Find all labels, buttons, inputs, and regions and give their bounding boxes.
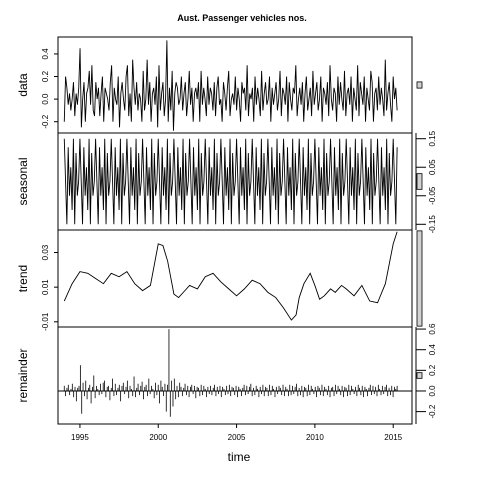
seasonal-y-label: seasonal	[16, 157, 30, 205]
trend-scale-bar	[416, 230, 423, 327]
seasonal-panel: -0.15 -0.05 0.05 0.15 seasonal	[16, 130, 437, 233]
seasonal-series-line	[63, 138, 398, 225]
x-tick-label: 2015	[384, 433, 402, 442]
x-axis: 1995 2000 2005 2010 2015	[71, 424, 403, 442]
remainder-frame	[57, 326, 413, 425]
data-y-label: data	[16, 73, 30, 97]
trend-y-label: trend	[16, 265, 30, 292]
trend-frame	[57, 229, 413, 328]
remainder-y-tick-label: 0.0	[428, 385, 437, 397]
trend-series-line	[63, 231, 398, 321]
trend-panel: -0.01 0.01 0.03 trend	[16, 229, 423, 331]
chart-title: Aust. Passenger vehicles nos.	[177, 13, 307, 23]
remainder-y-tick-label: 0.4	[428, 344, 437, 356]
seasonal-scale-bar	[416, 173, 423, 190]
remainder-y-label: remainder	[16, 348, 30, 402]
data-y-tick-label: 0.0	[41, 93, 50, 105]
data-y-tick-label: 0.4	[41, 48, 50, 60]
x-tick-label: 2005	[228, 433, 246, 442]
seasonal-y-tick-label: -0.05	[428, 186, 437, 205]
x-tick-label: 2000	[149, 433, 167, 442]
trend-y-tick-label: -0.01	[41, 312, 50, 331]
seasonal-y-tick-label: 0.05	[428, 159, 437, 175]
data-scale-bar	[416, 81, 423, 89]
x-tick-label: 1995	[71, 433, 89, 442]
seasonal-y-tick-label: -0.15	[428, 215, 437, 234]
data-series-line	[63, 40, 398, 131]
panels-group: -0.2 0.0 0.2 0.4 data -0.15 -0.05 0.05 0.15 seaso…	[16, 36, 437, 425]
trend-y-tick-label: 0.03	[41, 244, 50, 260]
seasonal-y-tick-label: 0.15	[428, 130, 437, 146]
data-panel: -0.2 0.0 0.2 0.4 data	[16, 36, 423, 134]
remainder-y-tick-label: 0.6	[428, 323, 437, 335]
data-y-tick-label: 0.2	[41, 70, 50, 82]
remainder-panel: -0.2 0.0 0.2 0.4 0.6 remainder	[16, 323, 437, 425]
x-axis-title: time	[228, 450, 251, 464]
remainder-y-tick-label: 0.2	[428, 364, 437, 376]
remainder-scale-bar	[416, 372, 423, 379]
x-tick-label: 2010	[306, 433, 324, 442]
data-y-tick-label: -0.2	[41, 114, 50, 128]
remainder-y-tick-label: -0.2	[428, 404, 437, 418]
trend-y-tick-label: 0.01	[41, 279, 50, 295]
